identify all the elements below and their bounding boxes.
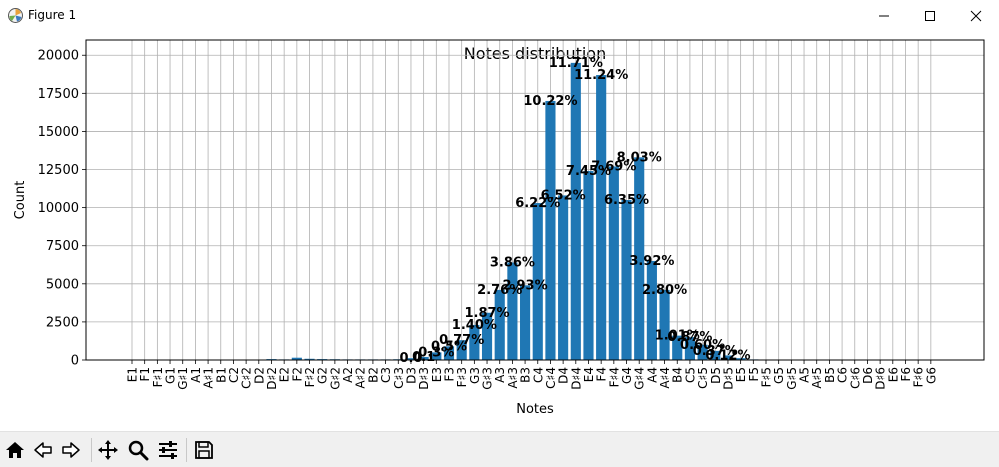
minimize-button[interactable]: [861, 0, 907, 31]
data-label: 11.24%: [574, 68, 628, 83]
y-tick-label: 10000: [38, 201, 79, 216]
y-tick-label: 20000: [38, 49, 79, 64]
data-label: 3.92%: [629, 254, 674, 269]
bar: [558, 195, 568, 360]
pan-icon: [97, 439, 119, 461]
matplotlib-logo-icon: [7, 7, 24, 24]
data-label: 1.87%: [464, 306, 509, 321]
data-label: 6.35%: [604, 193, 649, 208]
data-label: 6.52%: [541, 188, 586, 203]
zoom-icon: [127, 439, 149, 461]
bar: [647, 261, 657, 360]
save-button[interactable]: [192, 438, 216, 462]
window-title: Figure 1: [28, 8, 76, 22]
forward-icon: [60, 439, 82, 461]
x-tick-label: G6: [924, 367, 938, 384]
window-titlebar: Figure 1: [0, 0, 999, 31]
x-axis-label: Notes: [516, 402, 554, 417]
bar: [659, 290, 669, 360]
y-axis-label: Count: [13, 181, 28, 220]
zoom-button[interactable]: [126, 438, 150, 462]
data-label: 3.86%: [490, 255, 535, 270]
home-button[interactable]: [3, 438, 27, 462]
maximize-button[interactable]: [907, 0, 953, 31]
data-label: 0.12%: [705, 348, 750, 363]
forward-button[interactable]: [59, 438, 83, 462]
close-button[interactable]: [953, 0, 999, 31]
bar: [545, 101, 555, 360]
maximize-icon: [924, 10, 936, 22]
bar: [621, 200, 631, 360]
back-button[interactable]: [31, 438, 55, 462]
toolbar-separator: [91, 438, 92, 462]
close-icon: [970, 10, 982, 22]
navigation-toolbar: [0, 431, 999, 467]
toolbar-separator: [186, 438, 187, 462]
configure-subplots-button[interactable]: [156, 438, 180, 462]
y-tick-label: 17500: [38, 87, 79, 102]
data-label: 2.93%: [503, 278, 548, 293]
data-label: 10.22%: [523, 94, 577, 109]
bar-chart: Notes distribution0250050007500100001250…: [0, 31, 999, 431]
y-tick-label: 7500: [46, 239, 79, 254]
pan-button[interactable]: [96, 438, 120, 462]
data-label: 2.80%: [642, 283, 687, 298]
data-label: 0.77%: [439, 333, 484, 348]
back-icon: [32, 439, 54, 461]
data-label: 8.03%: [617, 150, 662, 165]
bar: [596, 75, 606, 360]
y-tick-label: 2500: [46, 315, 79, 330]
y-tick-label: 5000: [46, 277, 79, 292]
y-tick-label: 0: [71, 354, 79, 369]
minimize-icon: [878, 10, 890, 22]
y-tick-label: 15000: [38, 125, 79, 140]
home-icon: [4, 439, 26, 461]
configure-subplots-icon: [157, 439, 179, 461]
y-tick-label: 12500: [38, 163, 79, 178]
save-icon: [193, 439, 215, 461]
